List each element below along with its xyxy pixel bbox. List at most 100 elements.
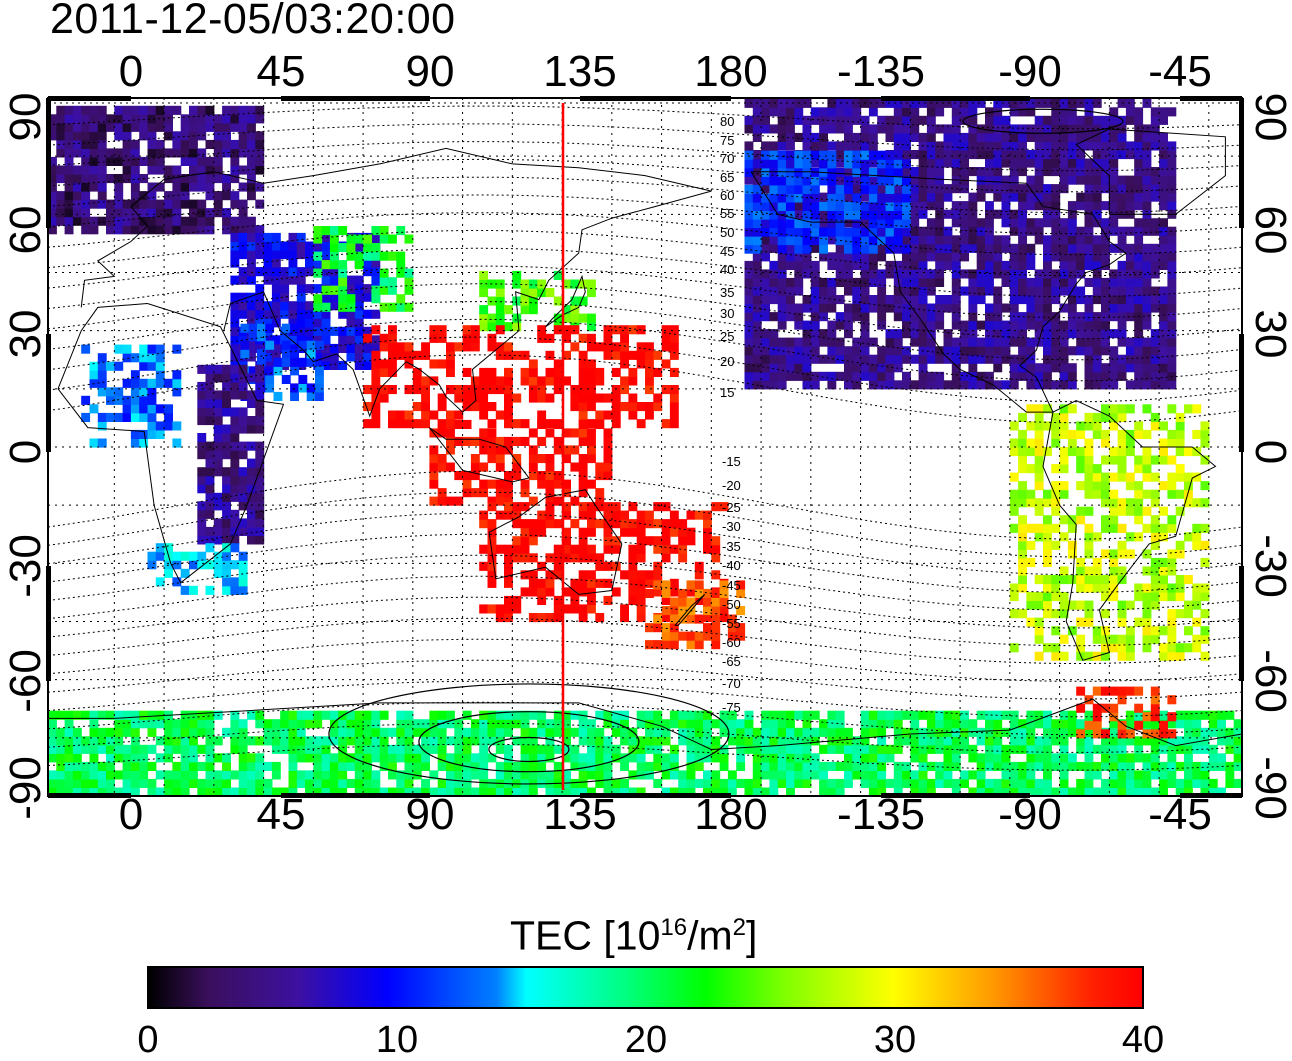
tec-cell xyxy=(222,467,231,476)
tec-cell xyxy=(197,552,206,561)
tec-cell xyxy=(836,261,845,270)
tec-cell xyxy=(695,719,704,728)
tec-cell xyxy=(761,770,770,779)
tec-cell xyxy=(164,569,173,578)
tec-cell xyxy=(1167,141,1176,150)
tec-cell xyxy=(1118,779,1127,788)
tec-cell xyxy=(1010,218,1019,227)
tec-cell xyxy=(1093,269,1102,278)
tec-cell xyxy=(1043,515,1052,524)
tec-cell xyxy=(819,141,828,150)
tec-cell xyxy=(579,394,588,403)
tec-cell xyxy=(1167,456,1176,465)
tec-cell xyxy=(819,762,828,771)
tec-cell xyxy=(1167,626,1176,635)
tec-cell xyxy=(1043,490,1052,499)
tec-cell xyxy=(819,202,828,211)
tec-cell xyxy=(172,166,181,175)
tec-cell xyxy=(1002,150,1011,159)
tec-cell xyxy=(257,332,266,341)
tec-cell xyxy=(844,116,853,125)
tec-cell xyxy=(272,745,281,754)
tec-cell xyxy=(769,151,778,160)
tec-cell xyxy=(529,553,538,562)
tec-cell xyxy=(985,201,994,210)
tec-cell xyxy=(595,745,604,754)
tec-cell xyxy=(628,596,637,605)
tec-cell xyxy=(894,159,903,168)
tec-cell xyxy=(919,770,928,779)
tec-cell xyxy=(952,719,961,728)
tec-cell xyxy=(1201,711,1210,720)
tec-cell xyxy=(1010,167,1019,176)
tec-cell xyxy=(687,728,696,737)
tec-cell xyxy=(413,762,422,771)
tec-cell xyxy=(993,745,1002,754)
tec-cell xyxy=(290,366,299,375)
tec-cell xyxy=(488,322,497,331)
tec-cell xyxy=(239,140,248,149)
tec-cell xyxy=(935,193,944,202)
tec-cell xyxy=(274,366,283,375)
tec-cell xyxy=(637,402,646,411)
tec-cell xyxy=(1101,321,1110,330)
tec-cell xyxy=(836,228,845,237)
tec-cell xyxy=(1076,507,1085,516)
tec-cell xyxy=(405,711,414,720)
tec-cell xyxy=(1134,235,1143,244)
tec-cell xyxy=(255,493,264,502)
tec-cell xyxy=(463,745,472,754)
tec-cell xyxy=(265,324,274,333)
tec-cell xyxy=(1043,201,1052,210)
tec-cell xyxy=(214,433,223,442)
tec-cell xyxy=(811,346,820,355)
tec-cell xyxy=(537,728,546,737)
tec-cell xyxy=(977,346,986,355)
tec-cell xyxy=(637,511,646,520)
tec-cell xyxy=(512,553,521,562)
tec-cell xyxy=(595,553,604,562)
tec-cell xyxy=(579,376,588,385)
tec-cell xyxy=(90,183,99,192)
tec-cell xyxy=(305,259,314,268)
tec-cell xyxy=(73,131,82,140)
tec-cell xyxy=(239,745,248,754)
tec-cell xyxy=(388,252,397,261)
tec-cell xyxy=(794,753,803,762)
tec-cell xyxy=(977,711,986,720)
tec-cell xyxy=(1109,635,1118,644)
tec-cell xyxy=(554,497,563,506)
tec-cell xyxy=(230,382,239,391)
tec-cell xyxy=(546,376,555,385)
tec-cell xyxy=(446,385,455,394)
tec-cell xyxy=(910,261,919,270)
tec-cell xyxy=(156,404,165,413)
tec-cell xyxy=(786,193,795,202)
tec-cell xyxy=(1085,363,1094,372)
tec-cell xyxy=(1060,252,1069,261)
tec-cell xyxy=(919,116,928,125)
tec-cell xyxy=(239,467,248,476)
tec-cell xyxy=(960,218,969,227)
tec-cell xyxy=(985,159,994,168)
tec-cell xyxy=(148,387,157,396)
tec-cell xyxy=(197,450,206,459)
tec-cell xyxy=(1109,287,1118,296)
tec-cell xyxy=(1118,124,1127,133)
tec-cell xyxy=(786,244,795,253)
tec-cell xyxy=(927,321,936,330)
tec-cell xyxy=(1118,753,1127,762)
tec-cell xyxy=(471,376,480,385)
tec-cell xyxy=(935,278,944,287)
tec-cell xyxy=(1101,481,1110,490)
tec-cell xyxy=(579,770,588,779)
tec-cell xyxy=(1010,711,1019,720)
tec-cell xyxy=(968,133,977,142)
tec-cell xyxy=(1043,728,1052,737)
tec-cell xyxy=(81,345,90,354)
tec-cell xyxy=(512,419,521,428)
tec-cell xyxy=(81,200,90,209)
tec-cell xyxy=(48,745,57,754)
tec-cell xyxy=(297,301,306,310)
tec-cell xyxy=(1126,227,1135,236)
